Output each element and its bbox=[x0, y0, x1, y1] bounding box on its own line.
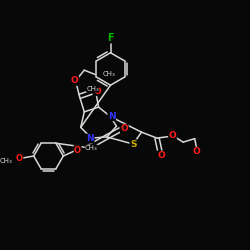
Text: O: O bbox=[93, 87, 101, 96]
Text: CH₃: CH₃ bbox=[0, 158, 12, 164]
Text: O: O bbox=[169, 131, 176, 140]
Text: CH₃: CH₃ bbox=[85, 145, 98, 151]
Text: O: O bbox=[193, 147, 200, 156]
Text: S: S bbox=[130, 140, 136, 148]
Text: F: F bbox=[107, 33, 114, 43]
Text: O: O bbox=[16, 154, 23, 163]
Text: CH₃: CH₃ bbox=[86, 86, 99, 92]
Text: O: O bbox=[120, 124, 128, 133]
Text: N: N bbox=[86, 134, 94, 143]
Text: O: O bbox=[74, 146, 81, 154]
Text: CH₃: CH₃ bbox=[102, 71, 115, 77]
Text: N: N bbox=[108, 112, 116, 121]
Text: O: O bbox=[71, 76, 78, 86]
Text: O: O bbox=[157, 151, 165, 160]
